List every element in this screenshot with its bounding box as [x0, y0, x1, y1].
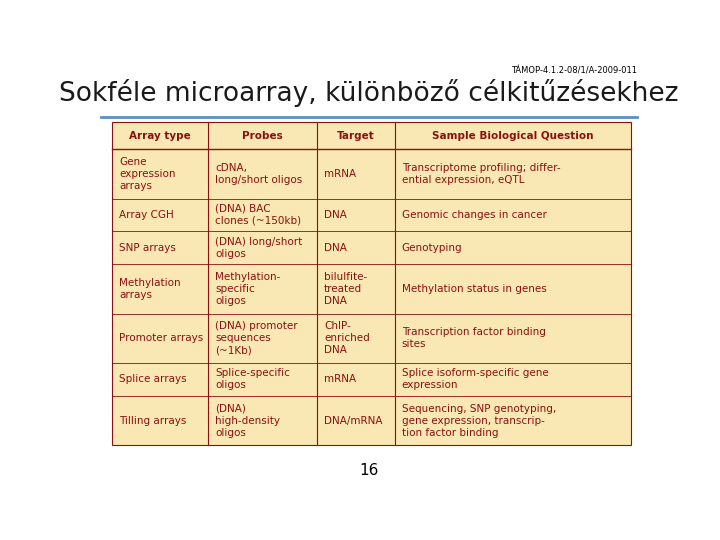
- Text: Splice-specific
oligos: Splice-specific oligos: [215, 368, 290, 390]
- Text: Gene
expression
arrays: Gene expression arrays: [119, 157, 176, 191]
- Text: Transcriptome profiling; differ-
ential expression, eQTL: Transcriptome profiling; differ- ential …: [402, 163, 560, 185]
- Text: Methylation-
specific
oligos: Methylation- specific oligos: [215, 272, 280, 306]
- Text: Transcription factor binding
sites: Transcription factor binding sites: [402, 327, 546, 349]
- Text: Methylation
arrays: Methylation arrays: [119, 278, 181, 300]
- Text: cDNA,
long/short oligos: cDNA, long/short oligos: [215, 163, 302, 185]
- Text: Splice isoform-specific gene
expression: Splice isoform-specific gene expression: [402, 368, 549, 390]
- Text: DNA: DNA: [324, 210, 347, 220]
- Text: (DNA) promoter
sequences
(~1Kb): (DNA) promoter sequences (~1Kb): [215, 321, 297, 355]
- Text: (DNA)
high-density
oligos: (DNA) high-density oligos: [215, 403, 280, 437]
- Text: Sokféle microarray, különböző célkitűzésekhez: Sokféle microarray, különböző célkitűzés…: [59, 79, 679, 107]
- Text: Probes: Probes: [243, 131, 283, 141]
- Text: mRNA: mRNA: [324, 169, 356, 179]
- Text: Methylation status in genes: Methylation status in genes: [402, 284, 546, 294]
- Text: Sequencing, SNP genotyping,
gene expression, transcrip-
tion factor binding: Sequencing, SNP genotyping, gene express…: [402, 403, 556, 437]
- Text: Splice arrays: Splice arrays: [119, 374, 186, 384]
- Text: Genotyping: Genotyping: [402, 243, 462, 253]
- Text: bilulfite-
treated
DNA: bilulfite- treated DNA: [324, 272, 367, 306]
- Text: DNA: DNA: [324, 243, 347, 253]
- Text: Tilling arrays: Tilling arrays: [119, 416, 186, 426]
- Text: TÁMOP-4.1.2-08/1/A-2009-011: TÁMOP-4.1.2-08/1/A-2009-011: [511, 67, 637, 76]
- Text: 16: 16: [359, 463, 379, 478]
- Bar: [112, 122, 631, 446]
- Text: mRNA: mRNA: [324, 374, 356, 384]
- Text: Target: Target: [338, 131, 375, 141]
- Text: Array type: Array type: [130, 131, 192, 141]
- Text: (DNA) long/short
oligos: (DNA) long/short oligos: [215, 237, 302, 259]
- Text: Promoter arrays: Promoter arrays: [119, 333, 203, 343]
- Text: SNP arrays: SNP arrays: [119, 243, 176, 253]
- Text: ChIP-
enriched
DNA: ChIP- enriched DNA: [324, 321, 370, 355]
- Text: Sample Biological Question: Sample Biological Question: [433, 131, 594, 141]
- Text: Genomic changes in cancer: Genomic changes in cancer: [402, 210, 546, 220]
- Text: (DNA) BAC
clones (~150kb): (DNA) BAC clones (~150kb): [215, 204, 301, 226]
- Text: DNA/mRNA: DNA/mRNA: [324, 416, 382, 426]
- Text: Array CGH: Array CGH: [119, 210, 174, 220]
